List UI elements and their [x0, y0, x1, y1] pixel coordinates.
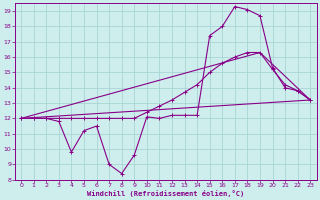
X-axis label: Windchill (Refroidissement éolien,°C): Windchill (Refroidissement éolien,°C) [87, 190, 244, 197]
